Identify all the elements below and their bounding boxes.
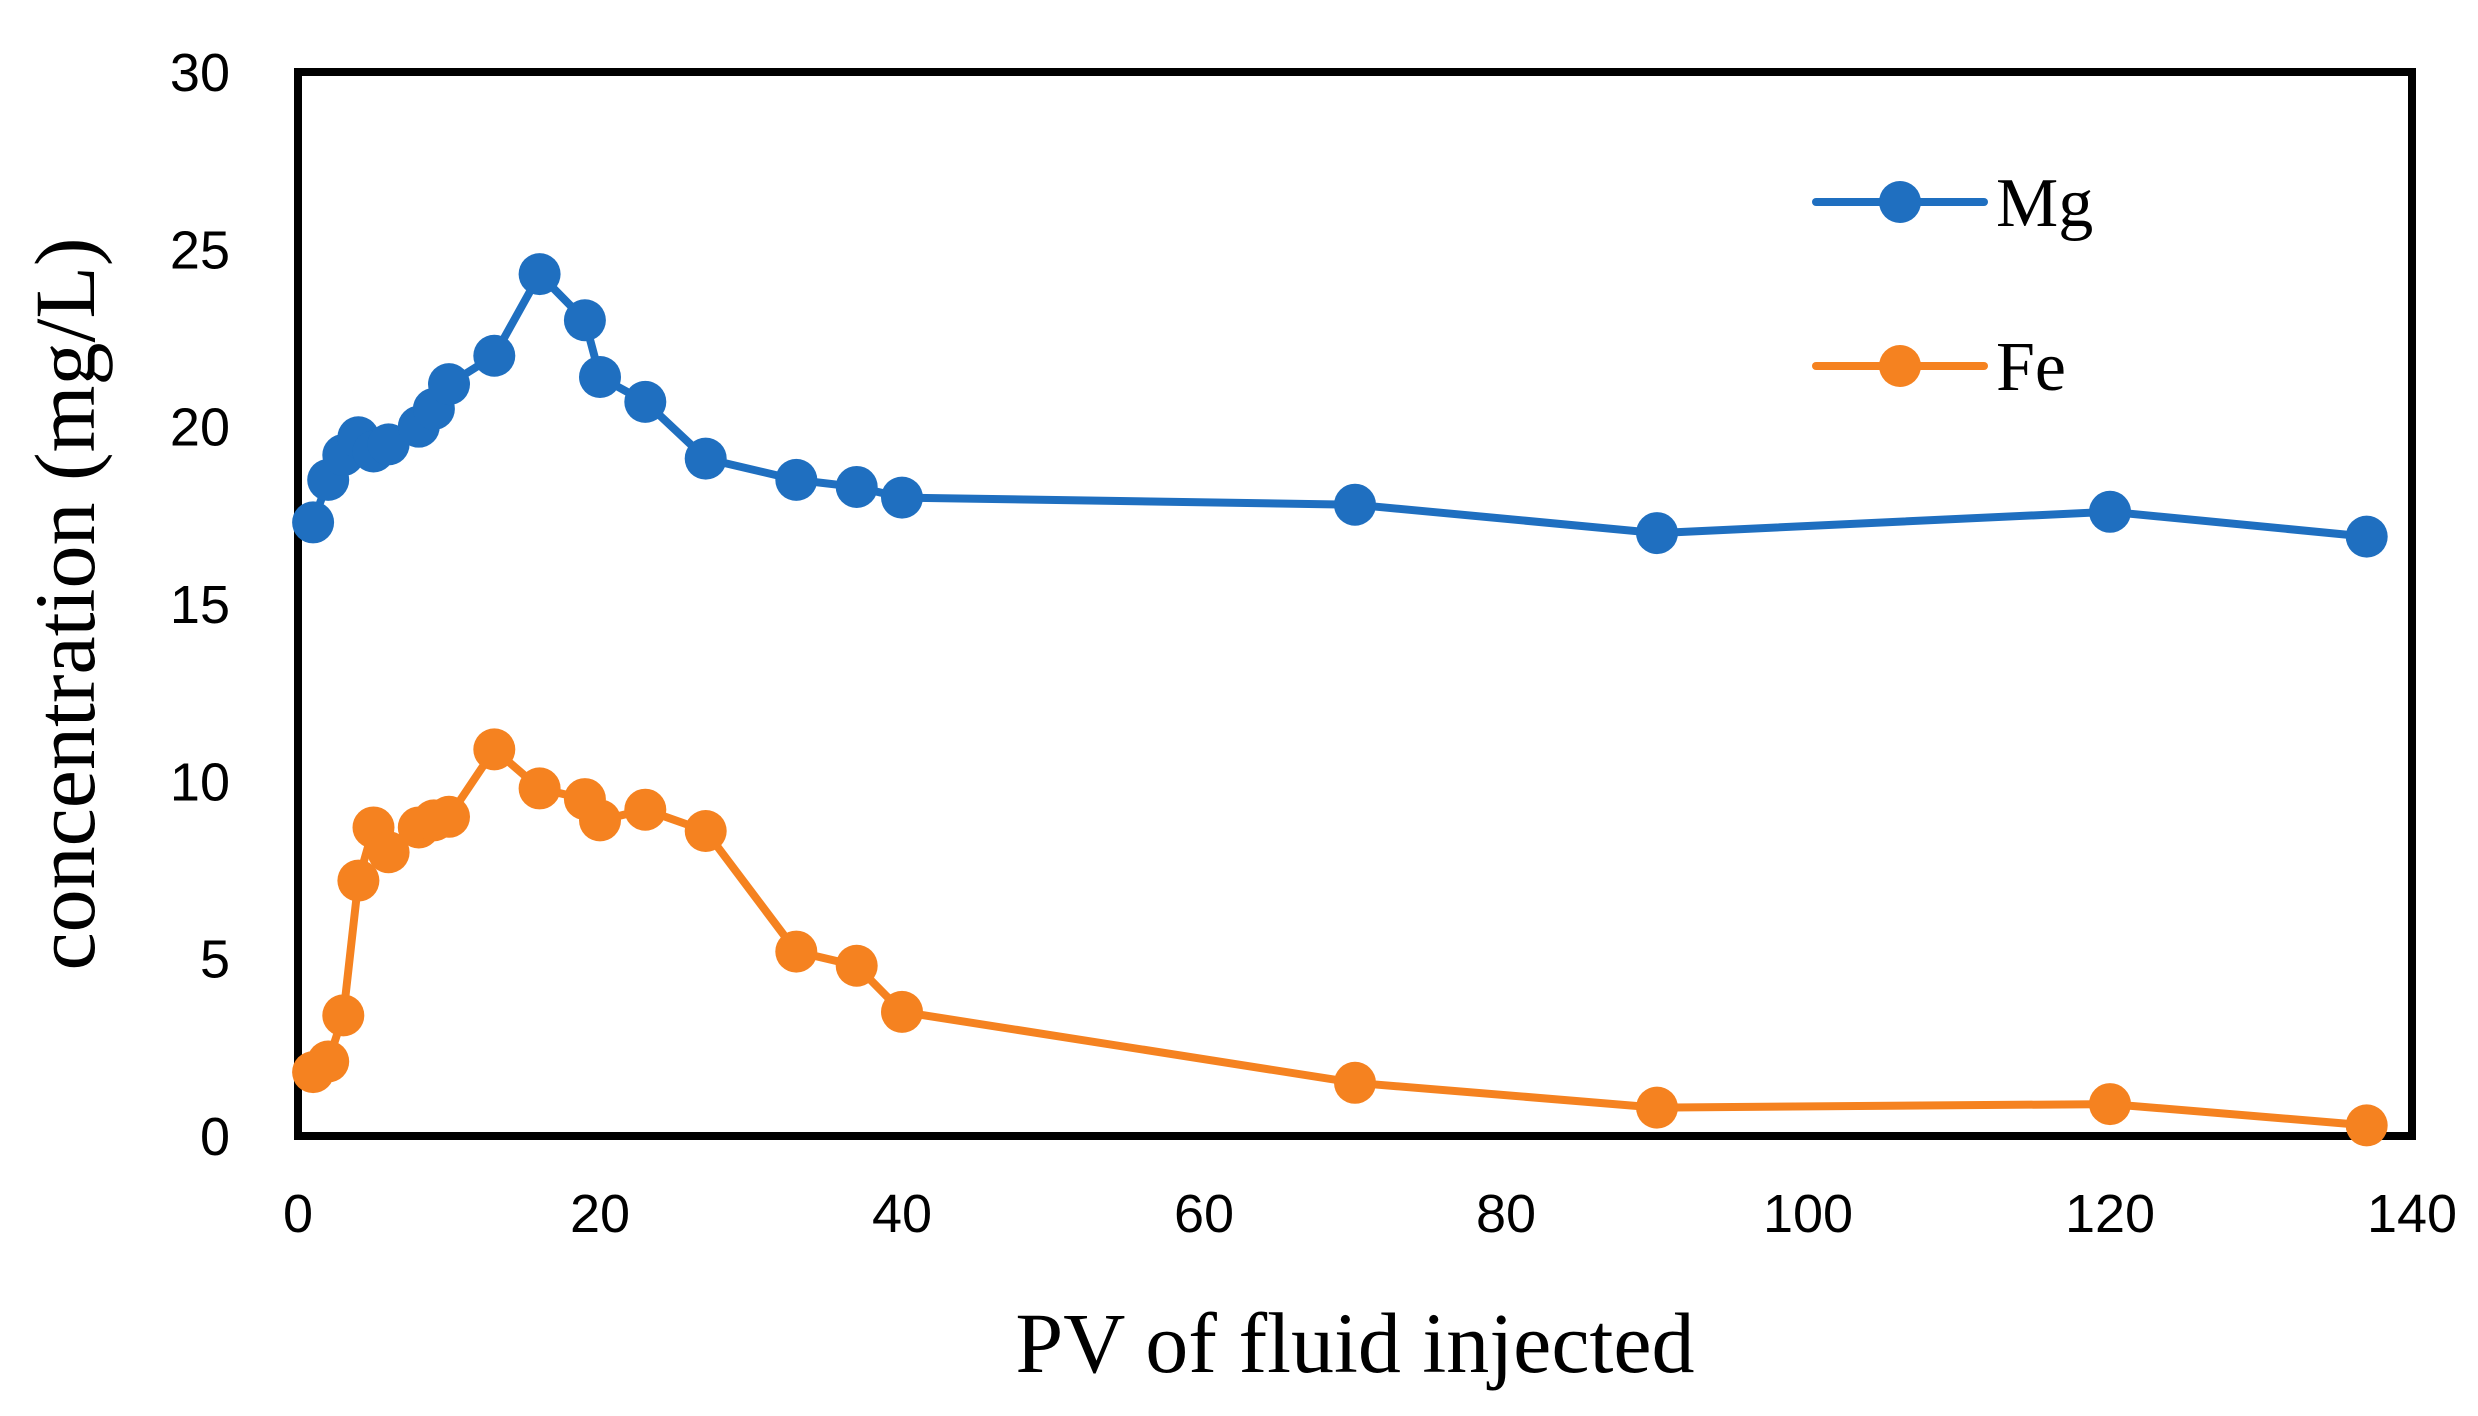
data-point-mg [292, 501, 335, 544]
data-point-mg [518, 253, 561, 296]
series-layer [292, 253, 2388, 1147]
data-point-fe [518, 767, 561, 810]
y-tick-label: 15 [170, 575, 230, 635]
data-point-mg [2345, 515, 2388, 558]
y-tick-label: 25 [170, 220, 230, 280]
data-point-fe [1334, 1061, 1376, 1104]
y-tick-label: 10 [170, 752, 230, 812]
y-tick-label: 0 [200, 1107, 230, 1167]
x-tick-label: 40 [872, 1184, 932, 1244]
data-point-fe [473, 728, 516, 771]
x-tick-label: 20 [570, 1184, 630, 1244]
data-point-fe [428, 795, 470, 838]
data-point-fe [579, 799, 621, 842]
data-point-fe [322, 994, 365, 1037]
x-tick-label: 0 [283, 1184, 313, 1244]
data-point-mg [428, 363, 470, 406]
data-point-mg [2089, 490, 2131, 533]
data-point-fe [367, 831, 410, 874]
series-line-fe [309, 745, 2371, 1130]
legend-marker-fe [1879, 345, 1921, 387]
data-point-fe [337, 859, 380, 902]
data-point-mg [835, 465, 878, 508]
y-tick-label: 20 [170, 398, 230, 458]
legend-label-mg: Mg [1996, 165, 2093, 242]
y-axis-ticks: 0 5 10 15 20 25 30 [170, 43, 230, 1167]
data-point-mg [563, 299, 606, 342]
data-point-fe [307, 1040, 350, 1083]
data-point-fe [881, 990, 923, 1033]
legend: Mg Fe [1812, 165, 2093, 406]
data-point-mg [775, 458, 818, 501]
x-tick-label: 60 [1174, 1184, 1234, 1244]
data-point-mg [579, 356, 621, 399]
x-tick-label: 80 [1476, 1184, 1536, 1244]
x-axis-title: PV of fluid injected [1015, 1295, 1694, 1391]
data-point-fe [2345, 1104, 2388, 1147]
legend-marker-mg [1879, 181, 1921, 223]
data-point-fe [624, 788, 667, 831]
data-point-mg [624, 380, 667, 423]
data-point-fe [1636, 1086, 1678, 1129]
data-point-mg [1334, 483, 1376, 526]
x-axis-ticks: 0 20 40 60 80 100 120 140 [283, 1184, 2457, 1244]
data-point-fe [2089, 1083, 2131, 1126]
x-tick-label: 120 [2065, 1184, 2155, 1244]
data-point-mg [881, 476, 923, 519]
x-tick-label: 100 [1763, 1184, 1853, 1244]
data-point-fe [775, 930, 818, 973]
y-axis-title: concentration (mg/L) [17, 237, 113, 970]
data-point-fe [835, 944, 878, 987]
y-tick-label: 5 [200, 930, 230, 990]
plot-area-frame [294, 68, 2416, 1140]
legend-label-fe: Fe [1996, 329, 2066, 406]
y-tick-label: 30 [170, 43, 230, 103]
x-tick-label: 140 [2367, 1184, 2457, 1244]
data-point-mg [473, 334, 516, 377]
data-point-fe [684, 809, 727, 852]
data-point-mg [1636, 512, 1678, 555]
data-point-mg [684, 437, 727, 480]
